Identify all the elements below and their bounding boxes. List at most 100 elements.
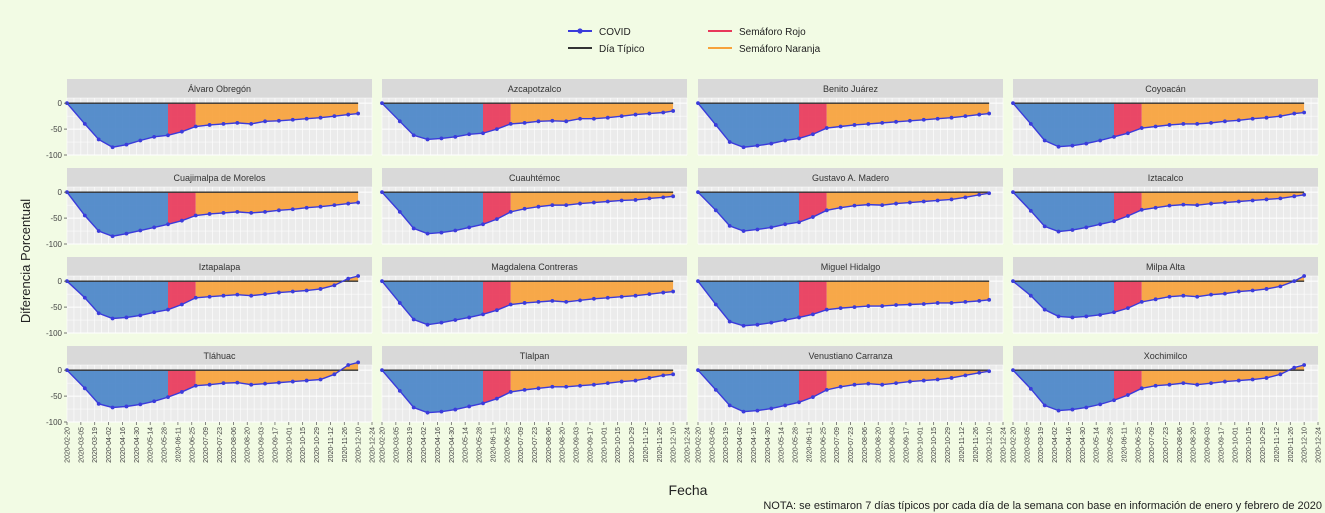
covid-point — [453, 407, 458, 412]
covid-point — [935, 301, 940, 305]
covid-point — [727, 140, 732, 144]
covid-point — [166, 307, 170, 312]
y-tick-label: -50 — [50, 125, 62, 134]
covid-point — [797, 136, 801, 141]
covid-point — [124, 315, 129, 320]
covid-point — [977, 192, 982, 197]
panel-title: Coyoacán — [1145, 84, 1186, 94]
panel-title: Venustiano Carranza — [808, 351, 892, 361]
covid-point — [356, 111, 361, 116]
covid-point — [179, 302, 184, 307]
panel-strip — [382, 79, 687, 98]
covid-point — [550, 384, 555, 389]
covid-point — [1195, 122, 1200, 126]
area-semaforo-rojo — [799, 370, 827, 403]
area-pre-semaforo — [698, 103, 800, 148]
covid-point — [797, 315, 801, 320]
covid-point — [963, 114, 968, 119]
covid-point — [522, 120, 527, 125]
covid-point — [578, 383, 582, 388]
area-semaforo-rojo — [799, 192, 827, 223]
covid-point — [263, 209, 267, 214]
covid-line — [697, 369, 990, 413]
covid-point — [713, 302, 718, 307]
covid-point — [235, 292, 240, 297]
covid-point — [1042, 224, 1047, 229]
covid-point — [1195, 203, 1200, 208]
covid-point — [852, 123, 857, 127]
x-tick-label: 2020-06-25 — [189, 427, 196, 463]
x-tick-label: 2020-04-30 — [1080, 427, 1087, 463]
x-tick-label: 2020-08-06 — [862, 427, 869, 463]
covid-point — [1011, 190, 1015, 195]
panel: Iztacalco — [1011, 168, 1319, 245]
legend-label: Semáforo Rojo — [739, 27, 806, 38]
covid-point — [963, 300, 968, 304]
covid-line — [66, 275, 359, 320]
covid-point — [605, 381, 610, 386]
covid-point — [467, 132, 472, 137]
x-tick-label: 2020-08-06 — [1177, 427, 1184, 463]
panel: Miguel Hidalgo — [696, 257, 1004, 334]
covid-point — [647, 376, 652, 380]
covid-point — [82, 122, 87, 126]
covid-point — [481, 312, 485, 317]
covid-point — [380, 368, 384, 373]
covid-point — [908, 302, 912, 307]
covid-point — [138, 138, 143, 143]
covid-point — [647, 292, 652, 297]
covid-point — [380, 101, 384, 106]
covid-point — [921, 199, 926, 204]
area-semaforo-naranja — [195, 362, 359, 386]
covid-point — [467, 404, 472, 409]
x-tick-label: 2020-09-03 — [574, 427, 581, 463]
covid-point — [1181, 202, 1186, 207]
covid-point — [522, 301, 527, 305]
covid-point — [713, 123, 718, 127]
covid-point — [1223, 291, 1227, 296]
x-tick-label: 2020-03-19 — [92, 427, 99, 463]
covid-point — [797, 400, 801, 405]
covid-point — [1056, 144, 1061, 149]
covid-point — [536, 386, 541, 391]
covid-point — [346, 276, 351, 281]
covid-point — [564, 119, 569, 124]
covid-point — [1209, 120, 1213, 125]
covid-point — [110, 234, 115, 239]
x-tick-label: 2020-10-15 — [931, 427, 938, 463]
panel: Xochimilco — [1011, 346, 1319, 423]
x-tick-label: 2020-12-24 — [1001, 427, 1008, 463]
covid-point — [277, 118, 281, 123]
covid-point — [661, 373, 666, 378]
panel-title: Gustavo A. Madero — [812, 173, 889, 183]
x-tick-label: 2020-04-30 — [449, 427, 456, 463]
covid-point — [1209, 201, 1213, 206]
x-tick-label: 2020-07-23 — [217, 427, 224, 463]
covid-point — [769, 320, 774, 325]
covid-point — [908, 118, 912, 123]
covid-point — [987, 369, 992, 374]
area-pre-semaforo — [382, 192, 484, 234]
covid-point — [277, 208, 281, 213]
covid-point — [921, 378, 926, 383]
covid-line — [697, 280, 990, 327]
panel-title: Miguel Hidalgo — [821, 262, 881, 272]
covid-point — [536, 300, 541, 304]
covid-point — [578, 201, 582, 206]
covid-point — [346, 363, 351, 367]
covid-point — [810, 312, 815, 317]
covid-point — [522, 206, 527, 211]
covid-point — [1098, 138, 1103, 143]
y-tick-label: -100 — [46, 329, 63, 338]
area-pre-semaforo — [1013, 370, 1115, 411]
panel-strip — [1013, 257, 1318, 276]
covid-point — [221, 381, 226, 386]
covid-point — [425, 137, 430, 142]
covid-point — [592, 382, 596, 387]
panel-strip — [1013, 168, 1318, 187]
covid-point — [1084, 314, 1089, 319]
y-tick-label: -100 — [46, 240, 63, 249]
covid-line — [1012, 191, 1305, 233]
covid-line — [66, 361, 359, 409]
